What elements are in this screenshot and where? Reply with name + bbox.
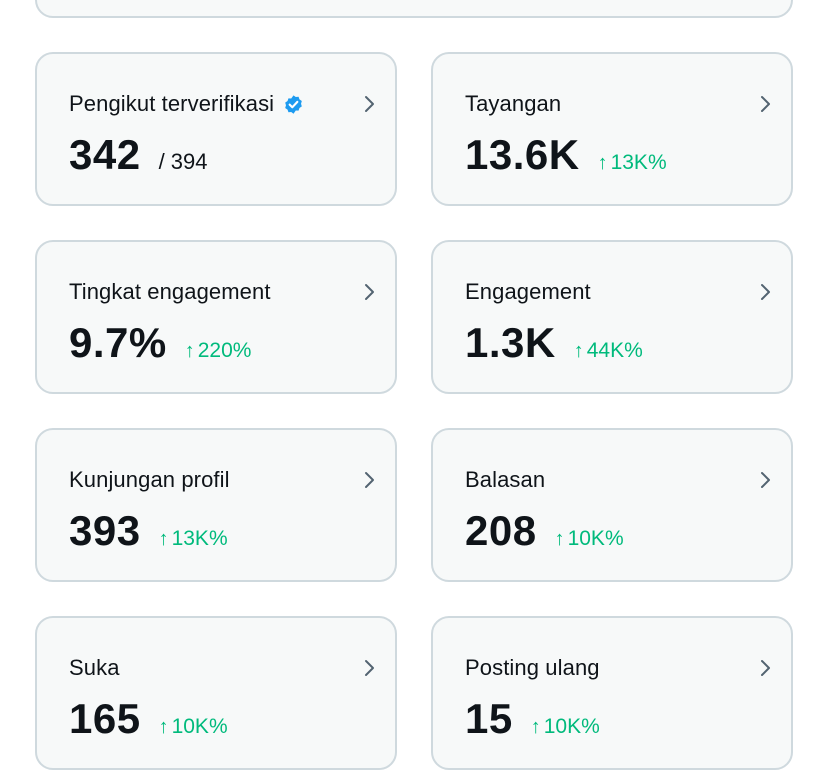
metric-card-likes[interactable]: Suka 165 ↑ 10K% [35,616,397,770]
card-title: Pengikut terverifikasi [69,91,275,116]
card-title-row: Balasan [465,466,791,494]
card-change: ↑ 44K% [574,339,643,363]
card-title: Balasan [465,467,546,492]
chevron-right-icon [365,284,374,300]
arrow-up-icon: ↑ [184,340,195,362]
chevron-right-icon [761,472,770,488]
arrow-up-icon: ↑ [573,340,584,362]
card-change-value: 10K% [567,527,624,550]
metric-card-reposts[interactable]: Posting ulang 15 ↑ 10K% [431,616,793,770]
card-change: ↑ 220% [185,339,252,363]
card-value: 208 [465,507,537,554]
card-value: 393 [69,507,141,554]
card-change: ↑ 13K% [159,527,228,551]
metric-card-engagements[interactable]: Engagement 1.3K ↑ 44K% [431,240,793,394]
arrow-up-icon: ↑ [530,716,541,738]
chevron-right-icon [365,96,374,112]
card-title: Suka [69,655,120,680]
metric-card-profile-visits[interactable]: Kunjungan profil 393 ↑ 13K% [35,428,397,582]
card-title: Kunjungan profil [69,467,230,492]
card-value-row: 13.6K ↑ 13K% [465,134,791,176]
card-value-row: 208 ↑ 10K% [465,510,791,552]
chevron-right-icon [365,660,374,676]
card-value-row: 15 ↑ 10K% [465,698,791,740]
metric-card-replies[interactable]: Balasan 208 ↑ 10K% [431,428,793,582]
card-value-row: 9.7% ↑ 220% [69,322,395,364]
card-value: 1.3K [465,319,556,366]
card-value-row: 393 ↑ 13K% [69,510,395,552]
card-value-row: 165 ↑ 10K% [69,698,395,740]
card-title-row: Suka [69,654,395,682]
arrow-up-icon: ↑ [158,716,169,738]
metric-card-verified-followers[interactable]: Pengikut terverifikasi 342 / 394 [35,52,397,206]
card-title-row: Pengikut terverifikasi [69,90,395,118]
card-value-row: 342 / 394 [69,134,395,176]
card-change: ↑ 13K% [598,151,667,175]
card-value: 13.6K [465,131,580,178]
card-change: ↑ 10K% [159,715,228,739]
card-title-row: Tayangan [465,90,791,118]
card-change-value: 220% [197,339,252,362]
card-total: / 394 [158,149,208,174]
card-title-row: Tingkat engagement [69,278,395,306]
metrics-grid: Pengikut terverifikasi 342 / 394 Tayanga… [35,52,793,770]
arrow-up-icon: ↑ [597,152,608,174]
verified-badge-icon [285,94,302,114]
card-title: Tayangan [465,91,562,116]
card-title-row: Kunjungan profil [69,466,395,494]
chevron-right-icon [365,472,374,488]
card-change-value: 44K% [586,339,643,362]
card-value: 9.7% [69,319,167,366]
card-title: Tingkat engagement [69,279,271,304]
card-change-value: 10K% [543,715,600,738]
chevron-right-icon [761,96,770,112]
card-value: 342 [69,131,141,178]
card-change-value: 13K% [171,527,228,550]
card-value: 165 [69,695,141,742]
card-title: Engagement [465,279,591,304]
metric-card-impressions[interactable]: Tayangan 13.6K ↑ 13K% [431,52,793,206]
chevron-right-icon [761,660,770,676]
chevron-right-icon [761,284,770,300]
arrow-up-icon: ↑ [554,528,565,550]
card-title-row: Posting ulang [465,654,791,682]
previous-card-partial[interactable] [35,0,793,18]
arrow-up-icon: ↑ [158,528,169,550]
card-value-row: 1.3K ↑ 44K% [465,322,791,364]
card-title-row: Engagement [465,278,791,306]
card-change-value: 13K% [610,151,667,174]
metric-card-engagement-rate[interactable]: Tingkat engagement 9.7% ↑ 220% [35,240,397,394]
card-value: 15 [465,695,513,742]
card-change: ↑ 10K% [555,527,624,551]
card-change-value: 10K% [171,715,228,738]
card-change: ↑ 10K% [531,715,600,739]
card-title: Posting ulang [465,655,600,680]
